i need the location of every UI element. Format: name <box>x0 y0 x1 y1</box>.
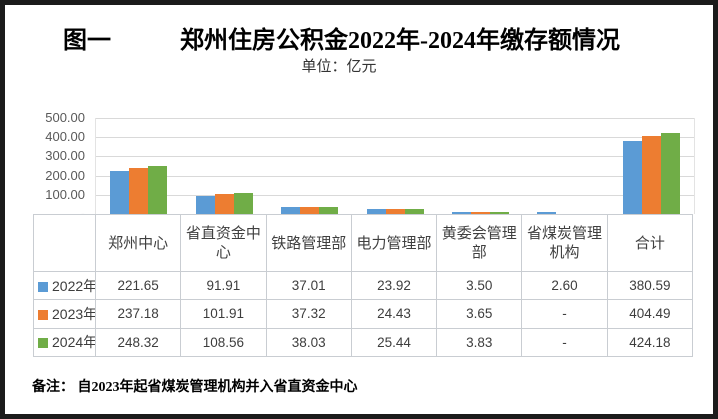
gridline <box>96 194 694 196</box>
bar-series0-cat4 <box>451 212 471 214</box>
series-name: 2022年 <box>52 277 96 294</box>
table-value-cell: 37.32 <box>265 299 352 329</box>
table-corner-cell <box>33 214 96 272</box>
series-row-label: 2023年 <box>33 299 96 329</box>
bar-series2-cat3 <box>404 209 424 214</box>
legend-key-icon <box>38 281 48 292</box>
footnote: 备注： 自2023年起省煤炭管理机构并入省直资金中心 <box>32 380 358 395</box>
table-value-cell: 221.65 <box>94 270 182 301</box>
table-row: 2024年 248.32 108.56 38.03 25.44 3.83-424.18 <box>33 327 694 357</box>
category-header-cell: 郑州中心 <box>94 214 182 272</box>
table-value-cell: 424.18 <box>606 327 694 357</box>
series-row-label: 2024年 <box>33 327 96 357</box>
bar-series2-cat0 <box>148 166 168 214</box>
y-tick-label: - <box>80 206 85 221</box>
bar-series0-cat1 <box>195 196 215 214</box>
table-value-cell: 248.32 <box>94 327 182 357</box>
table-row: 2023年 237.18 101.91 37.32 24.43 3.65-404.49 <box>33 299 694 329</box>
table-value-cell: 3.65 <box>436 299 523 329</box>
bar-series2-cat6 <box>660 133 680 214</box>
table-row: 2022年 221.65 91.91 37.01 23.92 3.50 2.60 380.59 <box>33 270 694 301</box>
category-header-cell: 黄委会管理部 <box>436 214 523 272</box>
bar-series0-cat3 <box>366 209 386 214</box>
bar-series1-cat6 <box>641 136 661 214</box>
series-row-label: 2022年 <box>33 270 96 301</box>
category-header-cell: 合计 <box>606 214 694 272</box>
bar-series2-cat4 <box>489 212 509 214</box>
table-value-cell: 2.60 <box>521 270 608 301</box>
bar-series0-cat2 <box>281 207 301 214</box>
category-header-cell: 电力管理部 <box>350 214 438 272</box>
bar-series0-cat0 <box>110 171 130 214</box>
legend-key-icon <box>38 309 48 320</box>
bar-series1-cat1 <box>214 194 234 214</box>
category-header-cell: 铁路管理部 <box>265 214 352 272</box>
data-table: 郑州中心 省直资金中心 铁路管理部 电力管理部 黄委会管理部 省煤炭管理机构 合计 2022年… <box>33 214 694 357</box>
figure-label: 图一 <box>63 28 111 54</box>
table-value-cell: 37.01 <box>265 270 352 301</box>
legend-key-icon <box>38 338 48 349</box>
category-header-cell: 省直资金中心 <box>180 214 267 272</box>
bar-series2-cat2 <box>319 207 339 214</box>
gridline <box>96 118 694 119</box>
table-header-row: 郑州中心 省直资金中心 铁路管理部 电力管理部 黄委会管理部 省煤炭管理机构 合计 <box>33 214 694 272</box>
table-value-cell: 108.56 <box>180 327 267 357</box>
y-tick-label: 300.00 <box>45 148 85 164</box>
bar-series0-cat6 <box>622 141 642 214</box>
y-tick-label: 400.00 <box>45 129 85 145</box>
table-value-cell: 91.91 <box>180 270 267 301</box>
bar-series1-cat0 <box>129 168 149 214</box>
y-tick-label: 100.00 <box>45 186 85 202</box>
chart-title: 郑州住房公积金2022年-2024年缴存额情况 <box>180 28 620 54</box>
series-name: 2024年 <box>52 334 96 351</box>
series-name: 2023年 <box>52 305 96 322</box>
table-value-cell: 23.92 <box>350 270 438 301</box>
bar-series2-cat1 <box>233 193 253 214</box>
bar-series1-cat2 <box>300 207 320 214</box>
chart-unit-subtitle: 单位：亿元 <box>301 59 377 75</box>
y-tick-label: 200.00 <box>45 167 85 183</box>
table-value-cell: 24.43 <box>350 299 438 329</box>
table-value-cell: 25.44 <box>350 327 438 357</box>
table-value-cell: 237.18 <box>94 299 182 329</box>
bar-series1-cat4 <box>470 212 490 214</box>
table-value-cell: - <box>521 327 608 357</box>
chart-data-table: 郑州中心 省直资金中心 铁路管理部 电力管理部 黄委会管理部 省煤炭管理机构 合计 2022年… <box>33 214 694 357</box>
category-header-cell: 省煤炭管理机构 <box>521 214 608 272</box>
table-value-cell: - <box>521 299 608 329</box>
table-value-cell: 380.59 <box>606 270 694 301</box>
gridline <box>96 137 694 139</box>
gridline <box>96 175 694 177</box>
gridline <box>96 156 694 158</box>
y-tick-label: 500.00 <box>45 110 85 125</box>
table-value-cell: 404.49 <box>606 299 694 329</box>
bar-series1-cat3 <box>385 209 405 214</box>
table-value-cell: 3.83 <box>436 327 523 357</box>
table-value-cell: 3.50 <box>436 270 523 301</box>
bar-chart-plot-area <box>95 118 695 214</box>
table-value-cell: 38.03 <box>265 327 352 357</box>
bar-series0-cat5 <box>537 212 557 214</box>
table-value-cell: 101.91 <box>180 299 267 329</box>
